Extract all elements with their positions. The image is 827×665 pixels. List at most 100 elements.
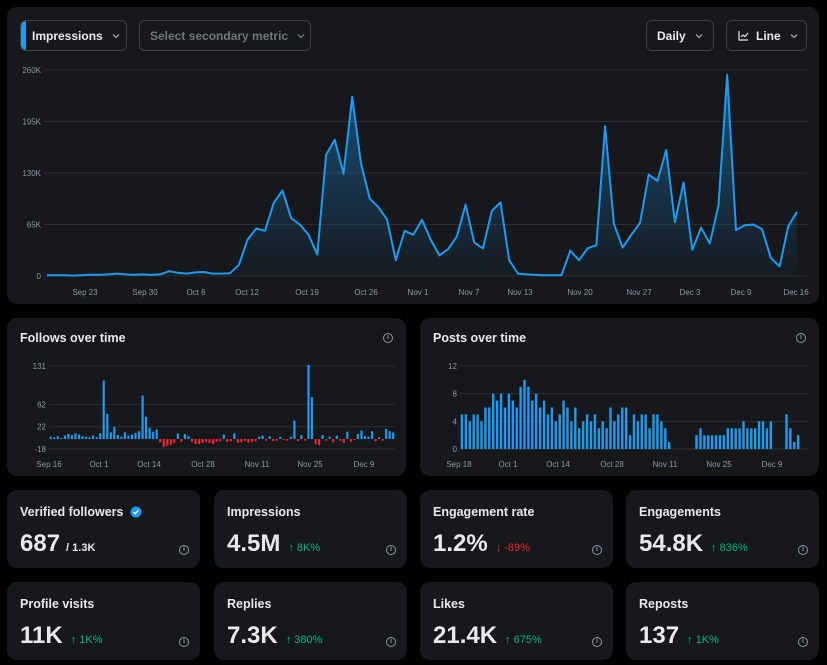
impressions-point: [194, 271, 196, 273]
impressions-point: [273, 202, 275, 204]
bar: [74, 433, 77, 439]
impressions-point: [46, 274, 48, 276]
bar: [388, 431, 391, 439]
chevron-down-icon: [112, 33, 120, 38]
impressions-point: [211, 272, 213, 274]
bar: [757, 421, 761, 449]
impressions-point: [682, 181, 684, 183]
stat-profile-visits[interactable]: Profile visits 11K ↑ 1K% i: [7, 582, 200, 660]
bar: [106, 413, 109, 439]
stat-likes[interactable]: Likes 21.4K ↑ 675% i: [420, 582, 613, 660]
bar: [464, 414, 468, 449]
secondary-metric-select[interactable]: Select secondary metric: [139, 20, 311, 51]
impressions-point: [499, 201, 501, 203]
bar: [261, 435, 264, 439]
stat-verified-followers[interactable]: Verified followers 687 / 1.3K i: [7, 490, 200, 568]
y-tick-label: 4: [453, 417, 458, 426]
bar: [95, 437, 98, 439]
bar: [550, 407, 554, 449]
bar: [378, 437, 381, 439]
info-icon[interactable]: i: [798, 637, 808, 647]
bar: [310, 397, 314, 439]
bar: [519, 386, 522, 450]
x-tick-label: Sep 18: [446, 460, 472, 469]
bar: [183, 434, 186, 439]
posts-chart-card: Posts over time i 0 4 8 12 Sep 18 Oct 1 Oct 14…: [420, 318, 819, 476]
stat-engagement-rate[interactable]: Engagement rate 1.2% ↓ -89% i: [420, 490, 613, 568]
impressions-point: [55, 274, 57, 276]
stat-impressions[interactable]: Impressions 4.5M ↑ 8K% i: [214, 490, 407, 568]
follows-bar-chart[interactable]: -18 22 62 131 Sep 16 Oct 1 Oct 14 Oct 28 Nov 11 N…: [7, 318, 406, 476]
x-tick-label: Oct 28: [191, 460, 215, 469]
y-tick-label: 8: [453, 390, 458, 399]
bar: [67, 434, 70, 439]
stat-replies[interactable]: Replies 7.3K ↑ 380% i: [214, 582, 407, 660]
info-icon[interactable]: i: [386, 545, 396, 555]
x-tick-label: Sep 23: [72, 288, 98, 297]
impressions-point: [377, 206, 379, 208]
impressions-point: [133, 274, 135, 276]
impressions-point: [264, 230, 266, 232]
stat-value: 1.2% ↓ -89%: [433, 530, 530, 558]
info-icon[interactable]: i: [592, 545, 602, 555]
stat-value-text: 11K: [20, 622, 63, 649]
bar: [120, 436, 123, 439]
impressions-point: [578, 259, 580, 261]
impressions-point: [63, 274, 65, 276]
impressions-point: [246, 238, 248, 240]
impressions-point: [752, 223, 754, 225]
info-icon[interactable]: i: [386, 637, 396, 647]
impressions-point: [735, 229, 737, 231]
impressions-point: [778, 265, 780, 267]
y-tick-label: 195K: [22, 118, 41, 127]
posts-bar-chart[interactable]: 0 4 8 12 Sep 18 Oct 1 Oct 14 Oct 28 Nov 11 Nov 25…: [420, 318, 819, 476]
bar: [180, 439, 183, 442]
chart-type-select[interactable]: Line: [726, 20, 807, 51]
bar: [531, 400, 534, 449]
bar: [130, 434, 134, 439]
bar: [527, 386, 530, 450]
bar: [187, 436, 190, 439]
bar: [554, 421, 557, 449]
bar: [222, 434, 225, 439]
bar: [617, 414, 620, 449]
bar: [511, 400, 514, 449]
bar: [296, 439, 299, 442]
info-icon[interactable]: i: [592, 637, 602, 647]
stat-label: Likes: [433, 597, 465, 611]
stat-delta: ↑ 1K%: [70, 634, 103, 646]
info-icon[interactable]: i: [796, 333, 806, 343]
bar: [56, 436, 59, 439]
info-icon[interactable]: i: [383, 333, 393, 343]
stat-label-text: Verified followers: [20, 505, 124, 519]
bar: [99, 433, 102, 439]
x-tick-label: Dec 9: [731, 288, 752, 297]
stat-delta: ↑ 380%: [285, 634, 323, 646]
stat-label: Profile visits: [20, 597, 95, 611]
info-icon[interactable]: i: [179, 637, 189, 647]
impressions-point: [325, 154, 327, 156]
bar: [797, 435, 800, 449]
x-tick-label: Nov 25: [706, 460, 732, 469]
bar: [190, 439, 194, 442]
y-tick-label: 260K: [22, 66, 41, 75]
impressions-line-chart[interactable]: 0 65K 130K 195K 260K Sep 23 Sep 30 Oct 6 Oct 12 O…: [7, 7, 819, 304]
period-select[interactable]: Daily: [646, 20, 714, 51]
impressions-line: [47, 73, 798, 277]
stat-engagements[interactable]: Engagements 54.8K ↑ 836% i: [626, 490, 819, 568]
info-icon[interactable]: i: [179, 545, 189, 555]
impressions-point: [796, 211, 798, 213]
x-tick-label: Sep 16: [36, 460, 62, 469]
stat-value-text: 687: [20, 530, 61, 557]
impressions-point: [787, 225, 789, 227]
bar: [205, 439, 208, 442]
info-icon[interactable]: i: [798, 545, 808, 555]
bar: [77, 434, 81, 439]
impressions-point: [456, 235, 458, 237]
stat-label: Verified followers: [20, 505, 142, 519]
bar: [605, 428, 608, 450]
bar: [574, 407, 577, 449]
primary-metric-select[interactable]: Impressions: [20, 20, 127, 51]
stat-reposts[interactable]: Reposts 137 ↑ 1K% i: [626, 582, 819, 660]
impressions-point: [412, 234, 414, 236]
